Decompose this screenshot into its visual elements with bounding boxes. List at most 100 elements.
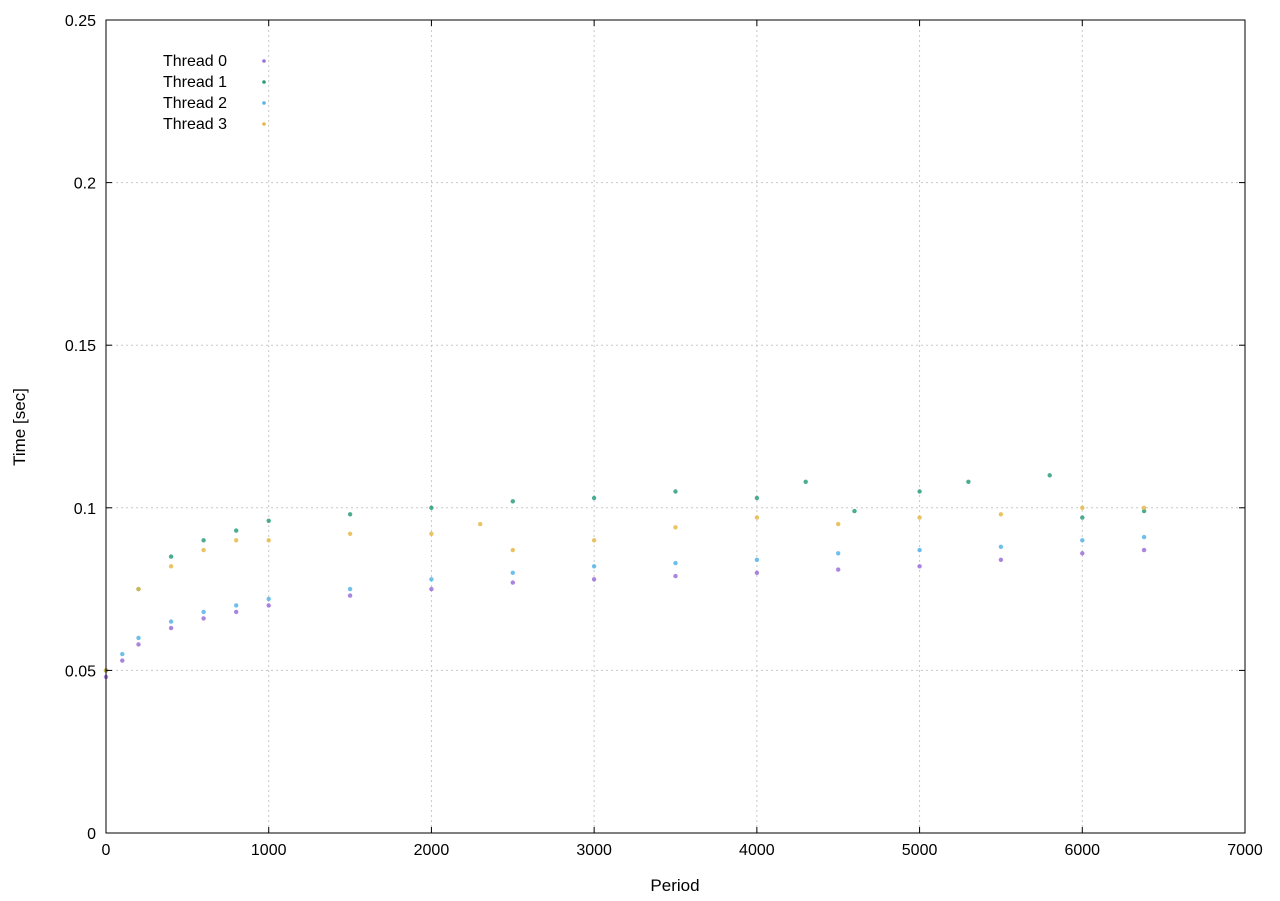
- y-tick-label: 0.05: [65, 663, 96, 680]
- data-point: [754, 515, 760, 520]
- data-point: [429, 505, 434, 510]
- data-point: [429, 577, 434, 582]
- x-tick-label: 4000: [739, 842, 775, 859]
- data-point: [1141, 508, 1147, 514]
- legend-marker: [262, 101, 266, 105]
- data-point: [1047, 473, 1052, 478]
- legend-label: Thread 1: [163, 74, 227, 91]
- y-tick-label: 0.25: [65, 13, 96, 30]
- series-2-points: [103, 534, 1147, 673]
- data-point: [347, 512, 353, 517]
- series-1-points: [103, 473, 1147, 673]
- data-point: [168, 554, 174, 559]
- data-point: [234, 603, 239, 608]
- data-point: [347, 593, 353, 598]
- data-point: [234, 609, 239, 615]
- data-point: [478, 521, 483, 527]
- data-point: [673, 525, 678, 530]
- y-axis-label: Time [sec]: [10, 388, 29, 466]
- data-point: [917, 489, 922, 494]
- data-point: [136, 635, 141, 641]
- data-point: [591, 577, 597, 582]
- x-tick-label: 7000: [1227, 842, 1263, 859]
- data-point: [510, 499, 515, 504]
- x-axis-label: Period: [650, 876, 699, 895]
- data-point: [168, 564, 174, 569]
- data-point: [266, 518, 271, 523]
- legend: Thread 0 Thread 1 Thread 2 Thread 3: [163, 53, 266, 133]
- data-point: [266, 538, 271, 543]
- data-point: [917, 547, 922, 553]
- data-point: [917, 564, 922, 569]
- x-tick-label: 1000: [251, 842, 287, 859]
- data-point: [998, 544, 1004, 549]
- data-point: [234, 528, 239, 533]
- legend-marker: [262, 122, 266, 126]
- data-point: [136, 642, 141, 647]
- data-point: [201, 609, 206, 615]
- data-point: [852, 508, 857, 514]
- series-0-points: [103, 547, 1147, 680]
- data-point: [836, 551, 841, 556]
- legend-marker: [262, 59, 266, 63]
- legend-label: Thread 0: [163, 53, 227, 70]
- data-point: [836, 521, 841, 527]
- data-point: [1141, 534, 1147, 540]
- x-tick-label: 5000: [902, 842, 938, 859]
- y-tick-label: 0.2: [74, 176, 96, 193]
- data-point: [1141, 505, 1147, 510]
- data-points: [103, 473, 1147, 680]
- legend-label: Thread 3: [163, 116, 227, 133]
- data-point: [201, 547, 206, 553]
- data-point: [266, 596, 271, 602]
- data-point: [754, 557, 760, 562]
- legend-label: Thread 2: [163, 95, 227, 112]
- x-tick-label: 2000: [414, 842, 450, 859]
- data-point: [1141, 547, 1147, 553]
- plot-frame: [105, 19, 1246, 834]
- data-point: [347, 586, 353, 592]
- data-point: [673, 560, 678, 566]
- data-point: [998, 557, 1004, 562]
- data-point: [510, 580, 515, 585]
- data-point: [1080, 538, 1085, 543]
- data-point: [136, 586, 141, 592]
- data-point: [591, 495, 597, 501]
- data-point: [347, 531, 353, 536]
- data-point: [591, 564, 597, 569]
- data-point: [266, 603, 271, 608]
- data-point: [510, 547, 515, 553]
- data-point: [1080, 505, 1085, 510]
- data-point: [803, 479, 808, 484]
- data-point: [754, 570, 760, 575]
- data-point: [591, 538, 597, 543]
- y-tick-label: 0: [87, 826, 96, 843]
- data-point: [917, 515, 922, 520]
- data-point: [1080, 551, 1085, 556]
- series-3-points: [103, 505, 1147, 673]
- x-tick-label: 0: [102, 842, 111, 859]
- grid-lines: [106, 20, 1245, 833]
- axis-ticks: 0 1000 2000 3000 4000 5000 6000 7000 0 0.05 0.1 0.1…: [65, 13, 1263, 859]
- data-point: [201, 538, 206, 543]
- data-point: [510, 570, 515, 575]
- data-point: [120, 658, 125, 663]
- data-point: [836, 567, 841, 572]
- x-tick-label: 6000: [1064, 842, 1100, 859]
- data-point: [754, 495, 760, 501]
- data-point: [673, 573, 678, 579]
- legend-marker: [262, 80, 266, 84]
- data-point: [966, 479, 971, 484]
- x-tick-label: 3000: [576, 842, 612, 859]
- data-point: [429, 531, 434, 536]
- y-tick-label: 0.15: [65, 338, 96, 355]
- data-point: [234, 538, 239, 543]
- data-point: [998, 512, 1004, 517]
- data-point: [673, 489, 678, 494]
- data-point: [168, 619, 174, 624]
- data-point: [1080, 515, 1085, 520]
- data-point: [429, 586, 434, 592]
- data-point: [120, 651, 125, 657]
